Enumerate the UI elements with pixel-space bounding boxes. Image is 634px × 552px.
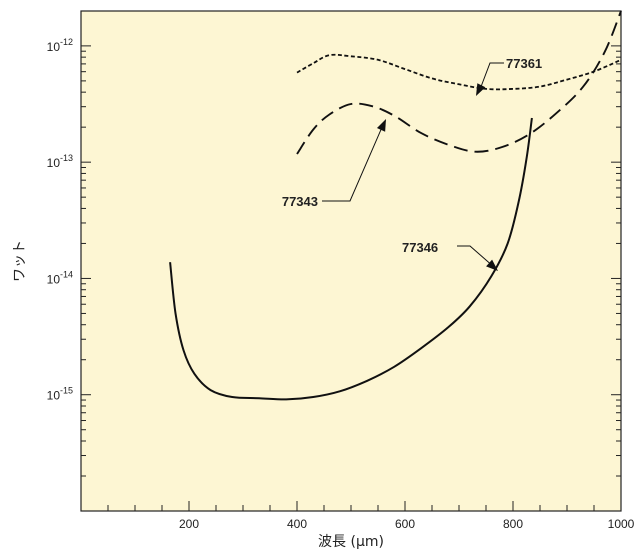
x-tick-label: 600	[395, 517, 415, 531]
annotation-arrow-77343	[376, 119, 386, 132]
annotation-leader-77346	[457, 245, 495, 268]
x-tick-label: 1000	[608, 517, 634, 531]
y-tick-label-exp: -13	[60, 153, 73, 163]
y-tick-label-base: 10	[47, 272, 61, 286]
plot-area	[80, 10, 622, 512]
x-axis-title: 波長 (μm)	[318, 534, 384, 550]
series-line-77361	[296, 53, 622, 91]
y-tick-label-exp: -15	[60, 386, 73, 396]
annotation-label-77343: 77343	[282, 194, 318, 209]
y-tick-label-exp: -14	[60, 269, 73, 279]
x-tick-label: 200	[179, 517, 199, 531]
x-tick-label: 400	[287, 517, 307, 531]
annotation-arrow-77346	[486, 259, 498, 271]
annotation-leader-77343	[322, 124, 384, 202]
series-line-77346	[169, 117, 533, 401]
x-tick-label: 800	[503, 517, 523, 531]
series-layer	[169, 10, 622, 401]
annotation-label-77361: 77361	[506, 56, 542, 71]
annotation-leader-77361	[478, 62, 504, 93]
y-tick-label-base: 10	[47, 40, 61, 54]
annotation-label-77346: 77346	[402, 240, 438, 255]
annotation-layer: 77361 77343 77346	[282, 56, 542, 271]
y-tick-label-base: 10	[47, 389, 61, 403]
y-tick-label-base: 10	[47, 156, 61, 170]
annotation-arrow-77361	[476, 83, 486, 96]
x-axis-ticks: 200 400 600 800 1000	[107, 501, 634, 531]
y-tick-label-exp: -12	[60, 37, 73, 47]
y-axis-title: ワット	[12, 240, 28, 282]
